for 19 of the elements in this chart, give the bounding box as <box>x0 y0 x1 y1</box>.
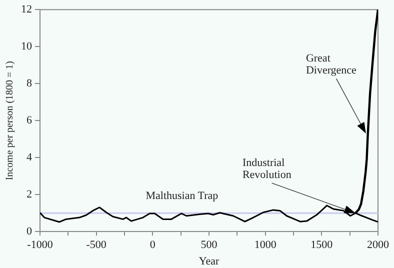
x-tick-label: 1000 <box>254 239 277 252</box>
x-tick-label: 0 <box>150 239 156 252</box>
y-axis-title: Income per person (1800 = 1) <box>4 60 16 180</box>
x-axis-title: Year <box>198 255 220 268</box>
y-tick-label: 10 <box>21 40 32 52</box>
y-tick-label: 6 <box>26 114 32 126</box>
x-tick-label: -500 <box>86 239 107 252</box>
x-tick-label: 2000 <box>367 239 390 252</box>
annotation: Industrial Revolution <box>242 156 292 181</box>
annotation: Great Divergence <box>306 52 357 76</box>
x-tick-label: 1500 <box>310 239 334 252</box>
y-tick-label: 4 <box>26 151 32 164</box>
x-tick-label: 500 <box>200 239 218 252</box>
y-tick-label: 0 <box>26 225 32 238</box>
annotation: Malthusian Trap <box>146 190 219 202</box>
x-tick-label: -1000 <box>27 239 54 252</box>
y-tick-label: 2 <box>26 188 32 200</box>
y-tick-label: 8 <box>26 77 32 90</box>
y-tick-label: 12 <box>21 3 32 16</box>
